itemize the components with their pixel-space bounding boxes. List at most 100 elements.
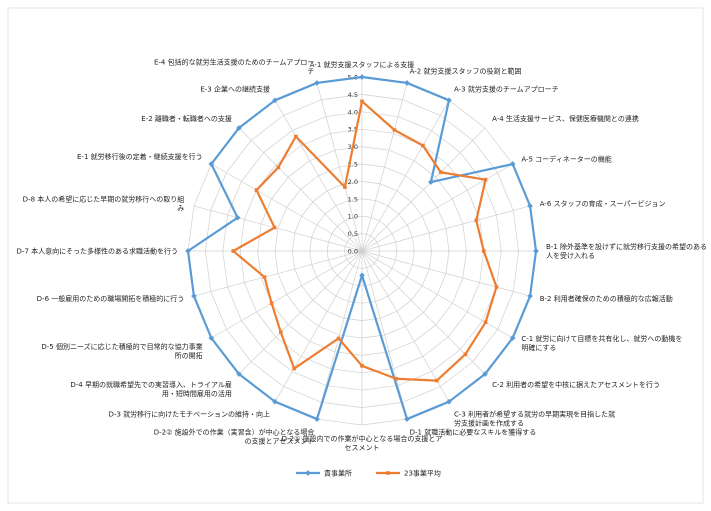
grid-spoke [361,100,450,252]
axis-label: D-1 就職活動に必要なスキルを獲得する [410,428,537,437]
grid-spoke [238,250,363,375]
axis-label: B-1 除外基準を設けずに就労移行支援の希望のある人を受け入れる [546,242,707,260]
data-point [421,143,425,148]
axis-label: A-4 生活支援サービス、保健医療機関との連携 [492,114,639,123]
axis-label: E-3 企業への継続支援 [200,85,270,94]
grid-spoke [238,127,363,252]
data-point [314,416,320,422]
grid-spoke [211,250,363,339]
grid-spoke [316,82,363,252]
data-point [272,97,278,104]
data-point [276,165,281,170]
data-point [446,97,452,104]
tick-label: 4.0 [348,108,358,116]
axis-label: A-3 就労支援のチームアプローチ [454,85,559,94]
data-point [236,371,242,377]
data-point [314,80,320,86]
radar-grid [187,76,537,426]
tick-label: 4.5 [348,91,358,99]
data-point [360,99,364,104]
data-point [269,301,274,305]
tick-label: 2.5 [348,161,358,169]
grid-spoke [361,163,513,252]
grid-spoke [193,205,363,252]
legend-label: 貴事業所 [324,469,352,478]
data-point [394,376,399,381]
axis-label: D-8 本人の希望に応じた早期の就労移行への取り組み [23,194,185,212]
grid-spoke [361,127,486,252]
axis-label: D-7 本人意向にそった多様性のある求職活動を行う [17,247,178,256]
axis-label: A-2 就労支援スタッフの役割と範囲 [410,66,522,75]
axis-label: E-1 就労移行後の定着・継続支援を行う [77,152,203,161]
legend-label: 23事業平均 [404,469,441,478]
data-point [343,185,347,189]
axis-label: D-2② 施設外での作業（実習含）が中心となる場合の支援とアセスメント [154,428,315,446]
data-point [336,336,341,341]
data-point [474,218,479,223]
data-point [446,398,452,405]
data-point [527,293,533,299]
data-point [185,248,191,254]
data-point [231,249,236,253]
data-point [483,177,488,182]
data-point [278,330,283,335]
grid-spoke [361,250,450,402]
chart-frame [7,7,704,504]
axis-label: E-4 包括的な就労生活支援のためのチームアプローチ [154,57,314,75]
legend-marker [305,470,311,476]
data-point [191,293,197,299]
data-point [482,249,486,253]
axis-label: A-5 コーディネーターの機能 [521,155,611,164]
series-layer [185,74,539,422]
axis-label: D-6 一般雇用のための職場開拓を積極的に行う [37,294,185,303]
axis-label: B-2 利用者確保のための積極的な広報活動 [540,294,673,303]
axis-label: C-2 利用者の希望を中核に据えたアセスメントを行う [492,380,660,389]
grid-spoke [274,100,363,252]
data-point [294,134,298,139]
grid-spoke [361,250,513,339]
data-point [527,203,533,209]
tick-label: 0.0 [348,248,358,256]
data-point [208,161,215,167]
grid-spoke [361,250,408,420]
tick-label: 1.0 [348,213,358,221]
axis-label: D-5 個別ニーズに応じた積極的で目常的な協力事業所の開拓 [41,342,202,360]
data-point [483,320,488,325]
data-point [234,214,241,221]
grid-spoke [361,82,408,252]
grid-spoke [361,250,531,297]
data-point [509,335,516,341]
axis-label: A-1 就労支援スタッフによる支援 [310,60,415,69]
axis-label: D-3 就労移行に向けたモチベーションの維持・向上 [109,409,270,418]
axis-label: D-4 早期の就職希望先での実習導入、トライアル雇用・短時間雇用の活用 [70,380,232,398]
data-point [254,188,259,192]
data-point [360,364,364,368]
data-point [482,371,488,377]
grid-spoke [361,205,531,252]
data-point [359,272,365,279]
grid-spoke [316,250,363,420]
axis-label: A-6 スタッフの育成・スーパービジョン [540,199,666,208]
data-point [533,248,539,254]
legend: 貴事業所 23事業平均 [296,469,441,478]
data-point [292,366,296,371]
data-point [428,179,434,185]
legend-marker [386,471,390,475]
axis-label: C-1 就労に向けて目標を共有化し、就労への動機を明確にする [521,334,682,352]
data-point [208,335,215,341]
data-point [262,275,267,279]
data-point [404,416,410,422]
data-point [404,80,410,86]
data-point [236,125,242,131]
data-point [272,398,278,405]
data-point [438,170,443,175]
axis-label: C-3 利用者が希望する就労の早期実現を目指した就労支援計画を作成する [454,409,615,427]
data-point [509,161,516,167]
data-point [463,352,468,357]
tick-label: 3.5 [348,126,358,134]
tick-label: 0.5 [348,230,358,238]
grid-spoke [211,163,363,252]
tick-label: 2.0 [348,178,358,186]
grid-spoke [274,250,363,402]
